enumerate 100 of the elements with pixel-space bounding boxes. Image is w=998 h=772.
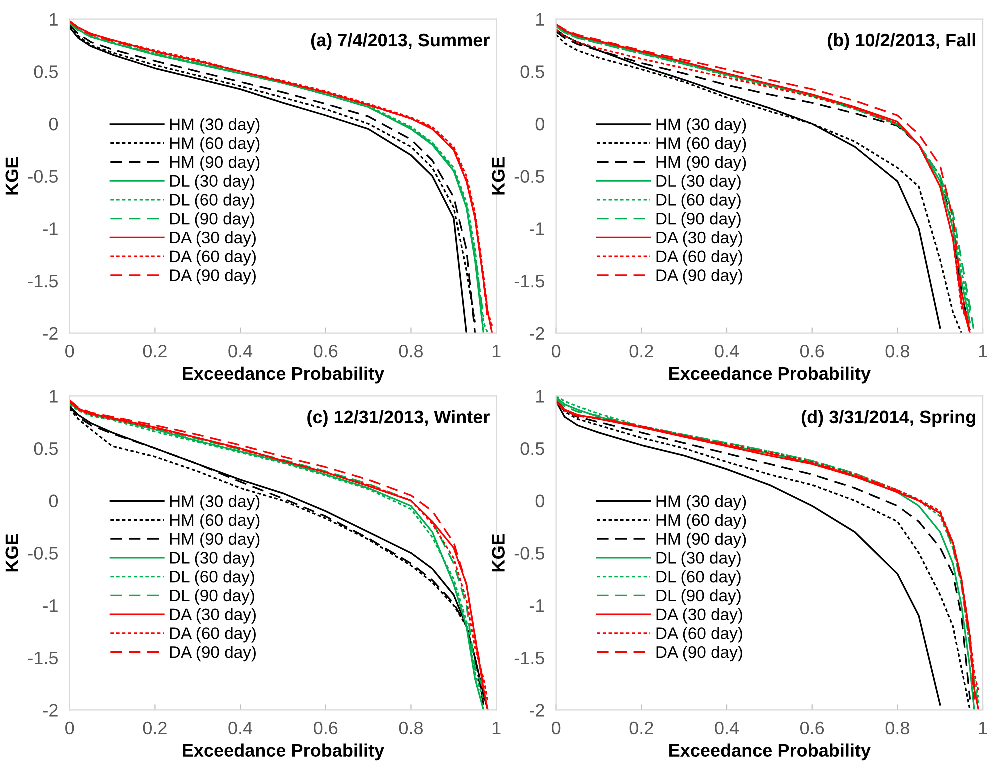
x-tick-label: 0.2	[143, 344, 167, 358]
y-tick-label: 0.5	[520, 66, 544, 78]
text: (d) 3/31/2014, Spring	[802, 410, 976, 428]
legend-label: HM (60 day)	[656, 514, 746, 530]
legend-label: DA (30 day)	[656, 231, 742, 247]
x-axis-title: Exceedance Probability	[670, 366, 871, 384]
legend-label: DL (60 day)	[170, 194, 254, 210]
legend-label: DA (90 day)	[170, 269, 256, 285]
legend-label: DA (90 day)	[170, 646, 256, 662]
text: (c) 12/31/2013, Winter	[308, 410, 490, 428]
legend-label: DL (30 day)	[170, 174, 254, 190]
y-tick-label: 0.5	[520, 442, 544, 456]
y-tick-label: -0.5	[514, 547, 544, 560]
legend-label: DA (60 day)	[656, 627, 742, 643]
x-tick-label: 0.6	[800, 344, 824, 358]
x-tick-label: 0	[552, 344, 561, 358]
legend-label: HM (30 day)	[656, 118, 746, 134]
legend-label: DA (30 day)	[656, 608, 742, 624]
x-tick-label: 0.4	[228, 344, 253, 358]
y-tick-label: 1	[536, 390, 544, 403]
y-tick-label: 0	[536, 494, 544, 508]
y-tick-label: -1	[44, 600, 58, 612]
x-tick-label: 0.8	[886, 722, 910, 735]
y-tick-label: -1.5	[28, 275, 58, 288]
legend-label: DA (90 day)	[656, 646, 742, 662]
y-tick-label: -2	[530, 704, 544, 717]
x-tick-label: 0.8	[886, 344, 910, 358]
legend-label: HM (30 day)	[656, 495, 746, 511]
x-tick-label: 0.2	[630, 722, 654, 735]
legend-label: DL (90 day)	[656, 589, 741, 605]
legend-label: DL (30 day)	[656, 552, 741, 568]
x-tick-label: 0	[66, 344, 74, 358]
x-axis-title: Exceedance Probability	[183, 366, 384, 384]
y-axis-title: KGE	[6, 157, 19, 195]
x-tick-label: 0.6	[800, 722, 824, 735]
legend-label: DL (90 day)	[170, 212, 254, 228]
x-axis-title: Exceedance Probability	[183, 744, 384, 761]
y-tick-label: 0	[49, 118, 58, 131]
legend-label: HM (90 day)	[170, 156, 260, 172]
y-tick-label: 0	[536, 118, 544, 131]
y-tick-label: 0.5	[34, 66, 58, 78]
y-axis-title: KGE	[6, 534, 19, 572]
x-tick-label: 1	[979, 722, 988, 734]
y-axis-title: KGE	[492, 534, 505, 572]
x-tick-label: 1	[492, 345, 501, 358]
text: (b) 10/2/2013, Fall	[828, 33, 976, 50]
legend-label: DL (30 day)	[656, 174, 741, 190]
legend-label: DL (90 day)	[656, 212, 741, 228]
legend-label: DA (60 day)	[170, 627, 256, 643]
legend-label: HM (90 day)	[656, 156, 746, 172]
y-tick-label: -2	[44, 704, 58, 717]
legend-label: DA (30 day)	[170, 608, 256, 624]
y-tick-label: -1.5	[514, 652, 544, 665]
x-tick-label: 0	[66, 722, 74, 735]
text: (a) 7/4/2013, Summer	[311, 33, 490, 50]
x-tick-label: 0.6	[314, 722, 338, 735]
x-tick-label: 0.2	[630, 344, 654, 358]
x-tick-label: 0.2	[143, 722, 167, 735]
x-tick-label: 0.4	[715, 722, 740, 735]
legend-label: HM (60 day)	[170, 137, 260, 153]
y-tick-label: 0	[49, 494, 58, 508]
legend-label: DL (60 day)	[170, 570, 254, 586]
y-tick-label: -0.5	[514, 170, 544, 184]
y-tick-label: 1	[50, 390, 58, 403]
y-tick-label: -0.5	[28, 547, 58, 560]
legend-label: DA (60 day)	[656, 250, 742, 266]
x-tick-label: 0	[552, 722, 561, 735]
x-tick-label: 0.4	[715, 344, 740, 358]
legend-label: HM (60 day)	[656, 137, 746, 153]
y-tick-label: -2	[530, 327, 544, 340]
y-tick-label: -1	[44, 222, 58, 236]
legend-label: DL (60 day)	[656, 570, 741, 586]
y-tick-label: -1.5	[28, 652, 58, 665]
y-tick-label: -1.5	[514, 275, 544, 288]
legend-label: DA (30 day)	[170, 231, 256, 247]
y-tick-label: -0.5	[28, 170, 58, 184]
y-tick-label: 1	[50, 13, 58, 26]
y-tick-label: 0.5	[34, 442, 58, 456]
x-tick-label: 0.8	[399, 722, 423, 735]
legend-label: HM (30 day)	[170, 118, 260, 134]
x-tick-label: 1	[492, 722, 501, 734]
legend-label: DL (90 day)	[170, 589, 254, 605]
legend-label: DA (90 day)	[656, 269, 742, 285]
legend-label: HM (30 day)	[170, 495, 260, 511]
y-tick-label: 1	[536, 13, 544, 26]
y-axis-title: KGE	[492, 157, 505, 195]
legend-label: HM (90 day)	[170, 532, 260, 548]
legend-label: HM (90 day)	[656, 532, 746, 548]
y-tick-label: -2	[44, 327, 58, 340]
y-tick-label: -1	[530, 600, 544, 612]
x-axis-title: Exceedance Probability	[670, 744, 871, 761]
legend-label: DL (60 day)	[656, 194, 741, 210]
legend-label: HM (60 day)	[170, 514, 260, 530]
x-tick-label: 1	[979, 345, 988, 358]
x-tick-label: 0.8	[399, 344, 423, 358]
legend-label: DL (30 day)	[170, 552, 254, 568]
y-tick-label: -1	[530, 222, 544, 236]
x-tick-label: 0.4	[228, 722, 253, 735]
legend-label: DA (60 day)	[170, 250, 256, 266]
x-tick-label: 0.6	[314, 344, 338, 358]
